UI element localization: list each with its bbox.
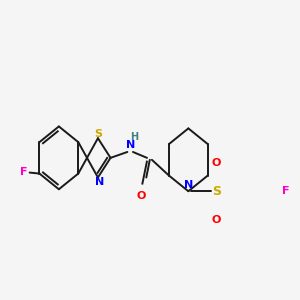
- Text: N: N: [125, 140, 135, 150]
- Text: N: N: [184, 180, 193, 190]
- Text: O: O: [212, 158, 221, 168]
- Text: S: S: [94, 129, 102, 139]
- Text: F: F: [282, 186, 290, 196]
- Text: O: O: [137, 191, 146, 201]
- Text: O: O: [212, 215, 221, 225]
- Text: S: S: [212, 185, 221, 198]
- Text: N: N: [95, 177, 104, 188]
- Text: F: F: [20, 167, 28, 177]
- Text: H: H: [130, 132, 138, 142]
